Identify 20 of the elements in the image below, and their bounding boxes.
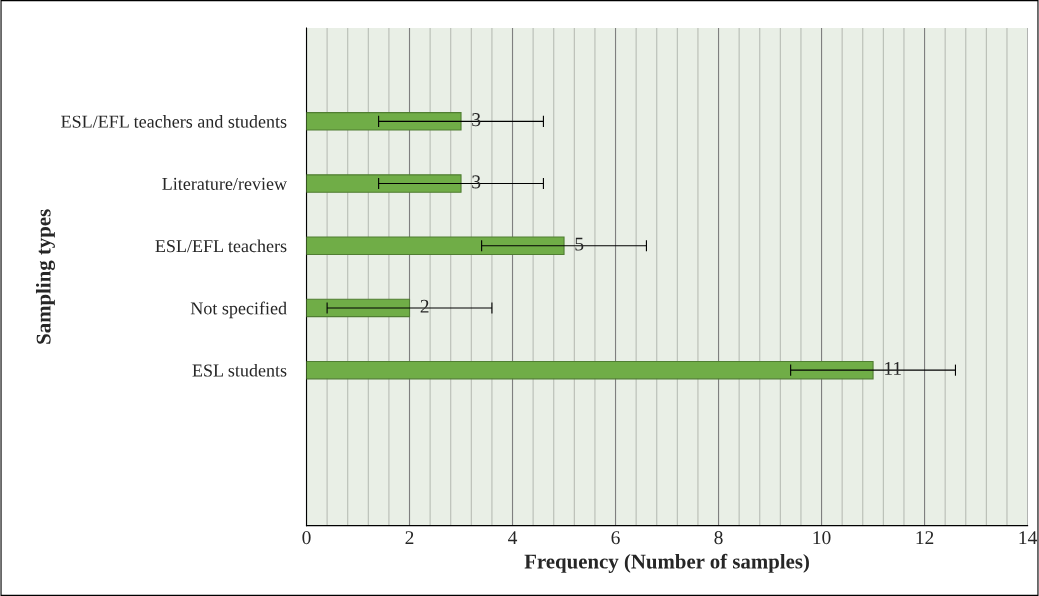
x-tick-label: 6 — [611, 531, 620, 545]
x-tick-label: 10 — [813, 531, 831, 545]
y-tick-label: ESL/EFL teachers and students — [61, 115, 287, 128]
y-tick-label: ESL/EFL teachers — [155, 239, 287, 253]
x-tick-label: 8 — [714, 531, 723, 545]
bar — [306, 174, 462, 193]
bar — [306, 236, 565, 256]
x-tick-label: 14 — [1019, 531, 1037, 545]
x-tick-label: 2 — [405, 531, 414, 545]
y-tick-label: Literature/review — [162, 177, 287, 190]
y-axis-title: Sampling types — [35, 209, 56, 344]
x-tick-label: 12 — [916, 531, 934, 545]
bar — [306, 112, 462, 131]
x-tick-label: 4 — [508, 531, 518, 545]
y-tick-label: Not specified — [190, 301, 287, 319]
x-tick-label: 0 — [302, 531, 311, 545]
bar — [306, 360, 874, 380]
bar — [306, 298, 411, 318]
x-axis-title: Frequency (Number of samples) — [524, 553, 809, 573]
y-tick-label: ESL students — [192, 363, 287, 377]
